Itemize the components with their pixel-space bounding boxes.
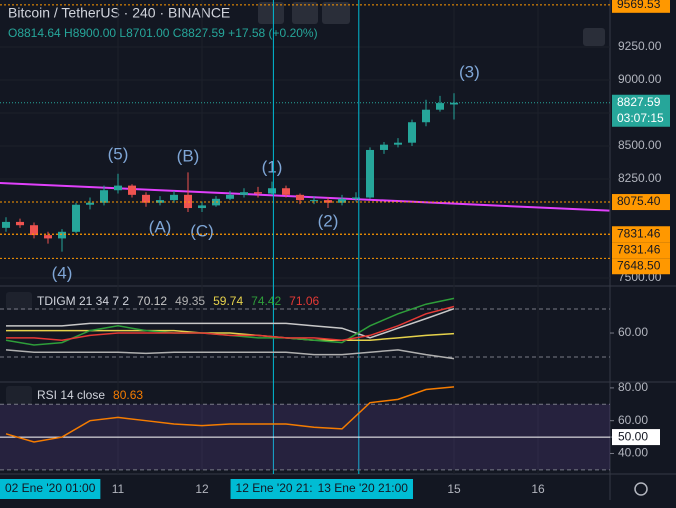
price-label-box [612,258,670,275]
more-button[interactable] [583,28,605,46]
wave-label: (3) [459,62,480,81]
price-label-box [612,0,670,13]
candle-body [268,188,276,194]
vline-label: 12 Ene '20 21:0 [236,481,320,495]
y-tick-label: 40.00 [618,446,648,460]
candle-body [100,190,108,203]
indicator-line [6,308,455,339]
wave-label: (1) [262,158,283,177]
candle-body [296,194,304,201]
vline-label-box [312,479,413,499]
x-tick-label: 15 [447,482,461,496]
price-label: 7831.46 [617,226,661,240]
candle-body [30,225,38,236]
candle-body [16,221,24,226]
candle-body [72,204,80,232]
candle-body [366,149,374,198]
flag-button[interactable] [258,2,284,24]
indicator-title: TDIGM 21 34 7 2 [37,294,129,308]
price-label: 9569.53 [617,0,661,11]
indicator-value: 49.35 [175,294,205,308]
candle-body [58,231,66,239]
eye-button[interactable] [292,2,318,24]
current-price-box [612,94,670,127]
y-tick-label: 50.00 [618,429,648,443]
candle-body [450,102,458,105]
current-price-label: 8827.59 [617,95,661,109]
candle-body [352,197,360,199]
price-label-box [612,226,670,243]
candle-body [184,194,192,209]
indicator-value: 74.42 [251,294,281,308]
candle-body [2,221,10,228]
candle-body [338,198,346,203]
vline-label: 13 Ene '20 21:00 [318,481,409,495]
vline-label-box [230,479,325,499]
cursor-label-box [0,479,101,499]
wave-label: (2) [318,212,339,231]
indicator-value: 59.74 [213,294,243,308]
more-button[interactable] [322,2,350,24]
y-tick-label: 60.00 [618,413,648,427]
candle-body [394,142,402,145]
y-tick-label: 8250.00 [618,171,662,185]
x-tick-label: 16 [531,482,545,496]
indicator-line [5,349,455,360]
price-label: 7648.50 [617,258,661,272]
candle-body [44,235,52,239]
candle-body [408,122,416,143]
indicator-line [6,329,455,341]
candle-body [170,194,178,201]
candle-body [310,200,318,202]
candle-body [380,144,388,150]
y-tick-label: 60.00 [618,325,648,339]
candle-body [436,103,444,110]
indicator-value: 70.12 [137,294,167,308]
symbol-title: Bitcoin / TetherUS · 240 · BINANCE [8,5,230,21]
y-tick-label: 8500.00 [618,138,662,152]
cursor-label: 02 Ene '20 01:00 [5,481,96,495]
indicator-line [5,386,455,443]
candle-body [226,194,234,199]
x-tick-label: 12 [195,482,209,496]
price-label-box [612,242,670,259]
indicator-controls[interactable] [6,292,32,310]
crosshair-label-box [612,429,660,446]
ohlc-legend: O8814.64 H8900.00 L8701.00 C8827.59 +17.… [8,26,318,40]
x-tick-label: 11 [112,482,125,496]
wave-label: (B) [177,146,200,165]
indicator-controls[interactable] [6,386,32,404]
candle-body [142,194,150,203]
price-label: 7831.46 [617,242,661,256]
wave-label: (5) [108,144,129,163]
trendline [0,181,610,212]
candle-body [422,109,430,123]
candle-body [240,192,248,195]
candle-body [198,205,206,209]
price-label-box [612,194,670,211]
wave-label: (A) [149,217,172,236]
wave-label: (4) [52,264,73,283]
candle-body [86,202,94,205]
countdown-label: 03:07:15 [617,111,664,125]
candle-body [114,185,122,191]
indicator-value: 71.06 [289,294,319,308]
y-tick-label: 80.00 [618,380,648,394]
candle-body [156,200,164,203]
indicator-title: RSI 14 close [37,388,105,402]
candle-body [254,192,262,194]
price-label: 8075.40 [617,194,661,208]
settings-icon[interactable] [634,482,648,496]
candle-body [282,188,290,195]
wave-label: (C) [190,222,214,241]
candle-body [128,185,136,195]
candle-body [324,200,332,203]
indicator-value: 80.63 [113,388,143,402]
y-tick-label: 9000.00 [618,72,662,86]
indicator-line [6,305,455,341]
y-tick-label: 9250.00 [618,39,662,53]
